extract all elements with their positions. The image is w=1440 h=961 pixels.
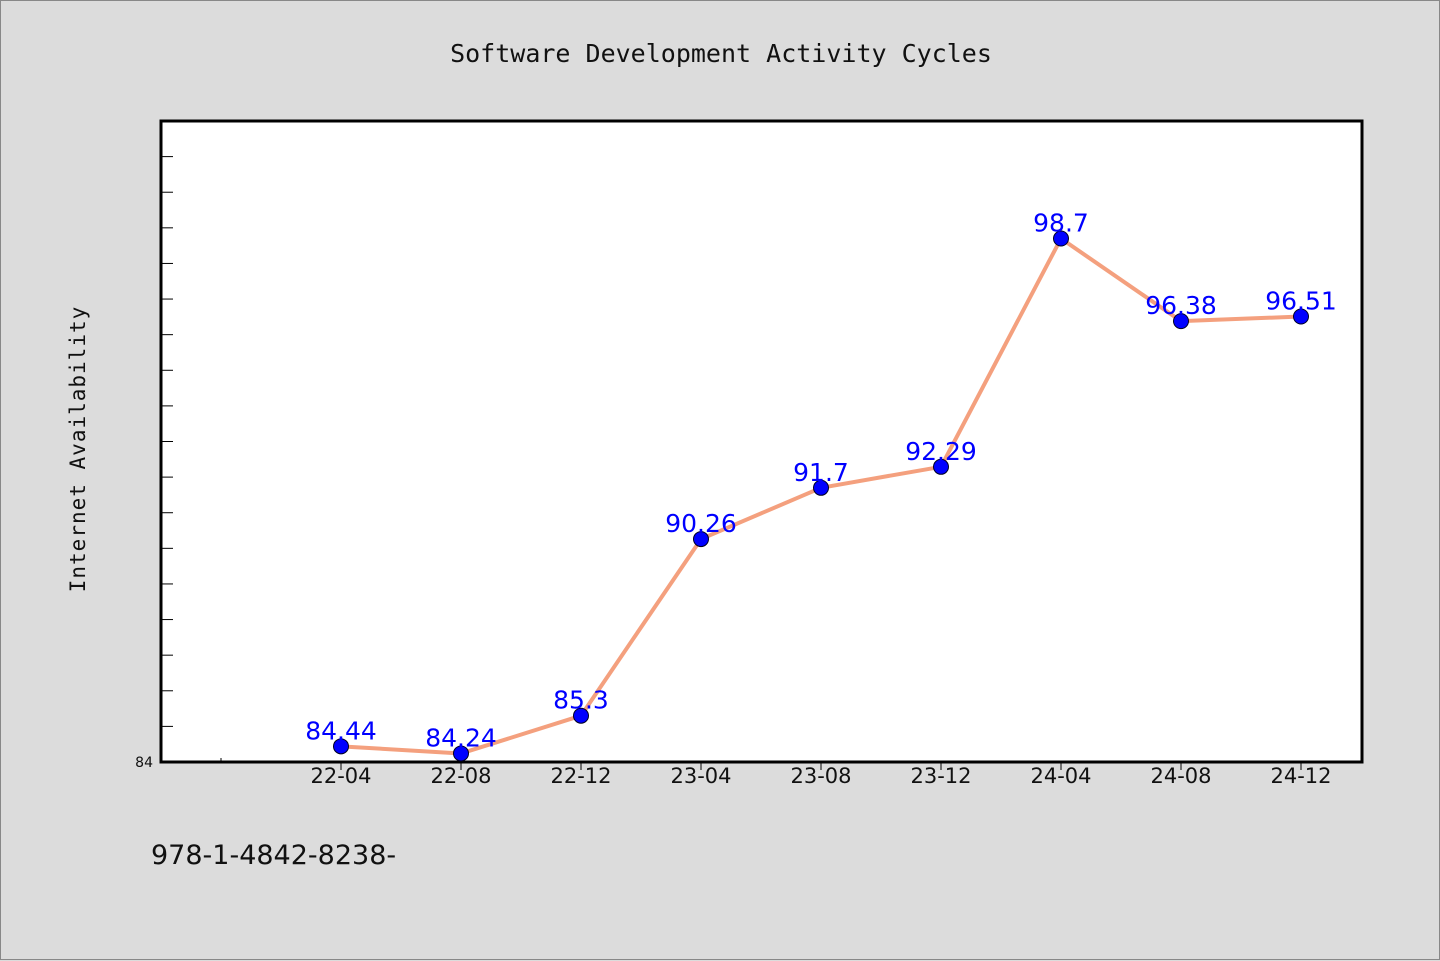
x-tick-label: 24-04 — [1030, 764, 1091, 788]
data-point — [453, 745, 469, 762]
x-tick-label: 24-08 — [1150, 764, 1211, 788]
data-label: 98.7 — [1033, 209, 1089, 238]
data-point — [813, 479, 829, 496]
data-point — [1293, 308, 1309, 325]
x-axis-ticks: 22-04 22-08 22-12 23-04 23-08 23-12 24-04 24-08… — [220, 758, 1332, 788]
plot-area — [159, 119, 1364, 764]
data-label: 84.24 — [425, 723, 497, 752]
x-tick-label: 22-04 — [310, 764, 371, 788]
data-point — [933, 458, 949, 475]
x-tick-label: 22-12 — [550, 764, 611, 788]
series-layer — [333, 230, 1309, 762]
x-tick-label: 23-08 — [790, 764, 851, 788]
x-tick-label: 24-12 — [1270, 764, 1331, 788]
y-tick-label: 84 — [135, 755, 153, 771]
y-axis-ticks: 84 — [135, 156, 173, 771]
data-label: 96.38 — [1145, 291, 1217, 320]
data-point — [1053, 230, 1069, 247]
data-label: 91.7 — [793, 458, 849, 487]
x-tick-label: 23-04 — [670, 764, 731, 788]
data-point — [333, 738, 349, 755]
data-label: 96.51 — [1265, 287, 1337, 316]
y-axis-label: Internet Availability — [66, 306, 90, 593]
chart-title: Software Development Activity Cycles — [450, 39, 992, 68]
data-label: 90.26 — [665, 509, 737, 538]
footer-isbn-text: 978-1-4842-8238- — [151, 840, 396, 871]
data-point — [693, 531, 709, 548]
data-label: 92.29 — [905, 437, 977, 466]
data-point — [573, 707, 589, 724]
data-point — [1173, 313, 1189, 330]
data-label: 85.3 — [553, 686, 609, 715]
data-label: 84.44 — [305, 716, 377, 745]
x-tick-label: 22-08 — [430, 764, 491, 788]
x-tick-label: 23-12 — [910, 764, 971, 788]
data-labels-layer: 84.44 84.24 85.3 90.26 91.7 92.29 98.7 96.38 96.… — [305, 209, 1337, 753]
